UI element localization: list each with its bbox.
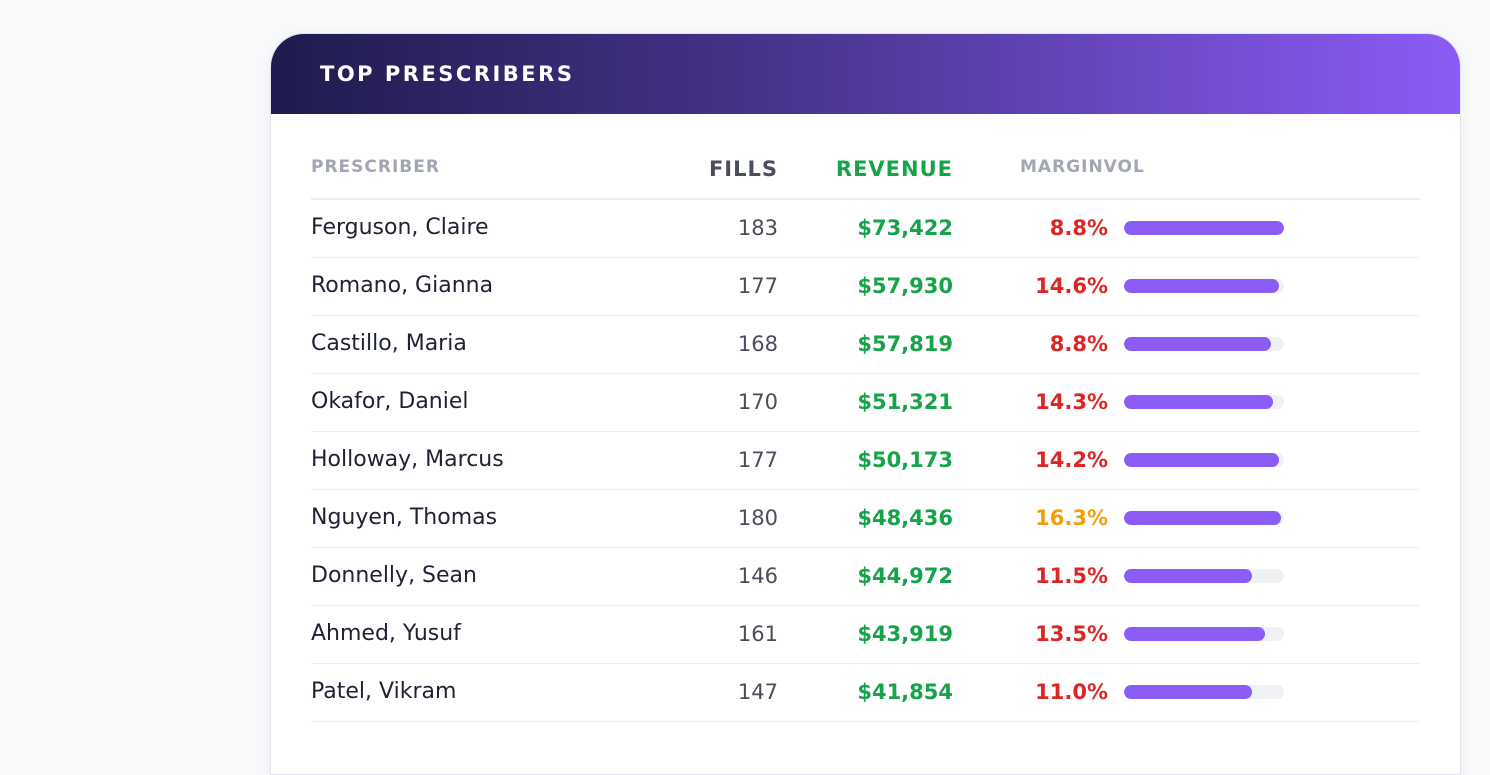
prescriber-name: Ahmed, Yusuf xyxy=(311,621,461,646)
volume-bar-fill xyxy=(1124,453,1280,467)
margin-value: 14.6% xyxy=(1035,274,1108,298)
volume-bar-track xyxy=(1124,569,1284,583)
table-row[interactable]: Castillo, Maria 168 $57,819 8.8% xyxy=(311,316,1420,374)
prescriber-name: Holloway, Marcus xyxy=(311,447,504,472)
revenue-value: $48,436 xyxy=(857,506,953,530)
volume-bar-track xyxy=(1124,511,1284,525)
table-row[interactable]: Romano, Gianna 177 $57,930 14.6% xyxy=(311,258,1420,316)
fills-value: 177 xyxy=(737,274,778,298)
margin-value: 14.2% xyxy=(1035,448,1108,472)
margin-value: 13.5% xyxy=(1035,622,1108,646)
fills-value: 161 xyxy=(737,622,778,646)
revenue-value: $41,854 xyxy=(857,680,953,704)
prescriber-name: Patel, Vikram xyxy=(311,679,457,704)
volume-bar-fill xyxy=(1124,511,1281,525)
card-title: TOP PRESCRIBERS xyxy=(320,62,575,86)
volume-bar-fill xyxy=(1124,221,1284,235)
volume-bar-track xyxy=(1124,453,1284,467)
volume-bar-fill xyxy=(1124,395,1273,409)
volume-bar-track xyxy=(1124,337,1284,351)
volume-bar-track xyxy=(1124,627,1284,641)
column-header-fills[interactable]: FILLS xyxy=(708,157,778,181)
prescriber-name: Ferguson, Claire xyxy=(311,215,489,240)
fills-value: 146 xyxy=(737,564,778,588)
prescriber-name: Okafor, Daniel xyxy=(311,389,469,414)
margin-value: 8.8% xyxy=(1049,216,1108,240)
table-row[interactable]: Ferguson, Claire 183 $73,422 8.8% xyxy=(311,200,1420,258)
table-row[interactable]: Donnelly, Sean 146 $44,972 11.5% xyxy=(311,548,1420,606)
table-header: PRESCRIBER FILLS REVENUE MARGINVOL xyxy=(311,114,1420,200)
volume-bar-track xyxy=(1124,279,1284,293)
table-body: Ferguson, Claire 183 $73,422 8.8% Romano, Gi… xyxy=(311,200,1420,722)
column-header-marginvol[interactable]: MARGINVOL xyxy=(1020,157,1145,177)
volume-bar-fill xyxy=(1124,627,1265,641)
fills-value: 147 xyxy=(737,680,778,704)
table-row[interactable]: Ahmed, Yusuf 161 $43,919 13.5% xyxy=(311,606,1420,664)
margin-value: 11.5% xyxy=(1035,564,1108,588)
margin-value: 16.3% xyxy=(1035,506,1108,530)
volume-bar-track xyxy=(1124,221,1284,235)
volume-bar-fill xyxy=(1124,279,1280,293)
volume-bar-track xyxy=(1124,685,1284,699)
revenue-value: $57,819 xyxy=(857,332,953,356)
table-row[interactable]: Nguyen, Thomas 180 $48,436 16.3% xyxy=(311,490,1420,548)
volume-bar-track xyxy=(1124,395,1284,409)
column-header-revenue[interactable]: REVENUE xyxy=(835,157,953,181)
fills-value: 180 xyxy=(737,506,778,530)
revenue-value: $57,930 xyxy=(857,274,953,298)
table-row[interactable]: Okafor, Daniel 170 $51,321 14.3% xyxy=(311,374,1420,432)
revenue-value: $51,321 xyxy=(857,390,953,414)
volume-bar-fill xyxy=(1124,685,1252,699)
prescribers-table: PRESCRIBER FILLS REVENUE MARGINVOL Fergu… xyxy=(311,114,1420,722)
fills-value: 168 xyxy=(737,332,778,356)
revenue-value: $44,972 xyxy=(857,564,953,588)
prescriber-name: Romano, Gianna xyxy=(311,273,494,298)
prescriber-name: Nguyen, Thomas xyxy=(311,505,498,530)
revenue-value: $50,173 xyxy=(857,448,953,472)
margin-value: 14.3% xyxy=(1035,390,1108,414)
column-header-prescriber[interactable]: PRESCRIBER xyxy=(311,157,440,177)
margin-value: 8.8% xyxy=(1049,332,1108,356)
table-row[interactable]: Holloway, Marcus 177 $50,173 14.2% xyxy=(311,432,1420,490)
fills-value: 183 xyxy=(737,216,778,240)
margin-value: 11.0% xyxy=(1035,680,1108,704)
top-prescribers-card: TOP PRESCRIBERS PRESCRIBER FILLS REVENUE… xyxy=(270,33,1461,775)
card-header: TOP PRESCRIBERS xyxy=(271,34,1460,114)
volume-bar-fill xyxy=(1124,569,1252,583)
prescriber-name: Donnelly, Sean xyxy=(311,563,477,588)
table-row[interactable]: Patel, Vikram 147 $41,854 11.0% xyxy=(311,664,1420,722)
fills-value: 170 xyxy=(737,390,778,414)
prescriber-name: Castillo, Maria xyxy=(311,331,467,356)
revenue-value: $43,919 xyxy=(857,622,953,646)
fills-value: 177 xyxy=(737,448,778,472)
volume-bar-fill xyxy=(1124,337,1272,351)
revenue-value: $73,422 xyxy=(857,216,953,240)
